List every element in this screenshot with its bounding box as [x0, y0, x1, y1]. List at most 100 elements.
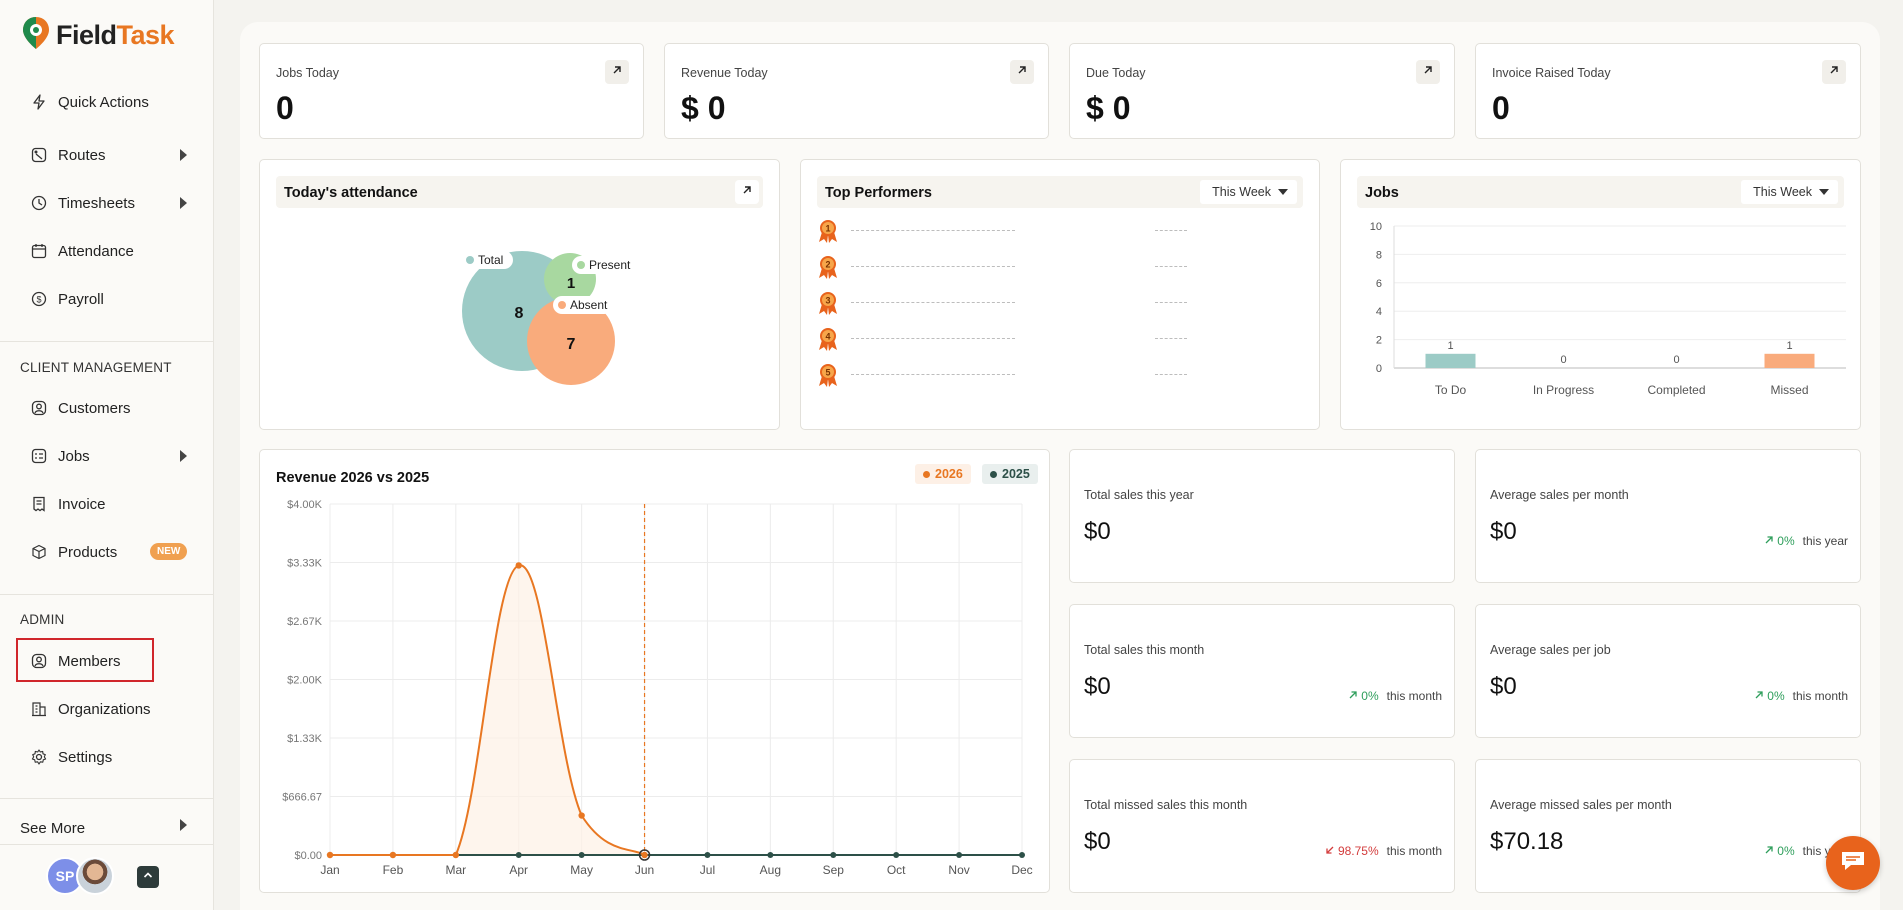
y-tick-label: 0: [1376, 363, 1382, 375]
current-month-point[interactable]: [638, 849, 651, 861]
timesheets-expand-arrow-icon[interactable]: [180, 197, 187, 209]
bar[interactable]: [1764, 353, 1815, 368]
y-tick-label: $666.67: [282, 792, 322, 804]
award-medal-icon: 1: [817, 218, 839, 249]
sidebar-item-settings[interactable]: Settings: [30, 745, 112, 769]
series-2025-point[interactable]: [515, 852, 522, 858]
svg-text:$: $: [36, 295, 41, 305]
series-2025-point[interactable]: [767, 852, 774, 858]
y-tick-label: $0.00: [294, 850, 322, 862]
jobs-expand-arrow-icon[interactable]: [180, 450, 187, 462]
x-tick-label: Sep: [823, 863, 845, 877]
performer-name-placeholder: [851, 230, 1015, 231]
performer-score-placeholder: [1155, 374, 1187, 375]
x-category-label: Completed: [1647, 383, 1705, 397]
series-2026-point[interactable]: [515, 562, 522, 569]
sidebar-item-label: Payroll: [58, 290, 104, 308]
sidebar-divider: [0, 594, 213, 595]
legend-2025[interactable]: 2025: [982, 464, 1038, 484]
series-2025-point[interactable]: [956, 852, 963, 858]
award-medal-icon: 3: [817, 290, 839, 321]
routes-expand-arrow-icon[interactable]: [180, 149, 187, 161]
trend-period: this month: [1386, 844, 1442, 858]
present-label: Present: [589, 258, 631, 272]
sidebar-item-attendance[interactable]: Attendance: [30, 239, 134, 263]
sidebar-item-timesheets[interactable]: Timesheets: [30, 191, 135, 215]
open-invoice-raised-button[interactable]: [1822, 60, 1846, 84]
open-due-today-button[interactable]: [1416, 60, 1440, 84]
sales-value: $0: [1084, 518, 1111, 545]
brand-name: FieldTask: [56, 20, 175, 50]
sales-trend: 0% this year: [1764, 534, 1848, 548]
series-2025-point[interactable]: [893, 852, 900, 858]
avatar[interactable]: SP: [46, 857, 84, 895]
user-bar: SP: [0, 844, 213, 910]
gear-icon: [30, 748, 48, 766]
present-legend-dot: [577, 261, 585, 269]
arrow-up-right-icon: [1422, 63, 1434, 81]
top-performers-period-select[interactable]: This Week: [1200, 180, 1297, 204]
sidebar-item-products[interactable]: Products: [30, 540, 117, 564]
trend-percent: 0%: [1764, 844, 1795, 858]
stat-label: Invoice Raised Today: [1492, 66, 1611, 80]
stat-card-invoice-raised-today: Invoice Raised Today 0: [1475, 43, 1861, 139]
sales-value: $0: [1084, 828, 1111, 855]
series-2025-point[interactable]: [578, 852, 585, 858]
chat-button[interactable]: [1826, 836, 1880, 890]
series-2026-point[interactable]: [641, 851, 648, 859]
present-value: 1: [567, 275, 575, 292]
series-2025-point[interactable]: [1019, 852, 1025, 858]
open-attendance-button[interactable]: [735, 180, 759, 204]
sidebar: FieldTask Quick Actions Routes Timesheet…: [0, 0, 214, 910]
series-2025-point[interactable]: [704, 852, 711, 858]
series-2026-point[interactable]: [326, 851, 334, 859]
brand-logo[interactable]: FieldTask: [22, 16, 175, 55]
sidebar-divider: [0, 341, 213, 342]
sidebar-item-jobs[interactable]: Jobs: [30, 444, 90, 468]
user-photo-avatar[interactable]: [76, 857, 114, 895]
sidebar-divider: [0, 798, 213, 799]
sidebar-item-quick-actions[interactable]: Quick Actions: [30, 90, 149, 114]
sidebar-item-customers[interactable]: Customers: [30, 396, 131, 420]
performer-rank: 4: [825, 332, 830, 342]
series-2025-point[interactable]: [830, 852, 837, 858]
series-2026-point[interactable]: [578, 812, 585, 819]
see-more-arrow-icon[interactable]: [180, 819, 187, 831]
user-menu-toggle[interactable]: [137, 866, 159, 888]
jobs-bar-chart: 0 2 4 6 8 10 1 To Do 0 In Progress 0 Completed 1 Miss…: [1370, 221, 1846, 397]
absent-bubble: [527, 297, 615, 385]
performer-name-placeholder: [851, 374, 1015, 375]
series-2026-point[interactable]: [452, 851, 460, 859]
jobs-period-select[interactable]: This Week: [1741, 180, 1838, 204]
jobs-card: Jobs This Week 0 2 4 6 8 10 1 To Do 0 In Progress…: [1340, 159, 1861, 430]
arrow-up-right-icon: [1016, 63, 1028, 81]
absent-label-pill: [553, 296, 613, 314]
performer-rank: 3: [825, 296, 830, 306]
performer-score-placeholder: [1155, 266, 1187, 267]
y-tick-label: 6: [1376, 278, 1382, 290]
see-more-button[interactable]: See More: [20, 816, 85, 840]
sales-value: $0: [1490, 673, 1517, 700]
jobs-title: Jobs: [1365, 185, 1399, 201]
sidebar-item-routes[interactable]: Routes: [30, 143, 190, 167]
x-tick-label: Jun: [635, 863, 654, 877]
y-tick-label: 8: [1376, 249, 1382, 261]
performer-row: 5: [817, 362, 1197, 388]
sidebar-item-payroll[interactable]: $ Payroll: [30, 287, 104, 311]
trend-up-icon: [1754, 689, 1764, 703]
open-jobs-today-button[interactable]: [605, 60, 629, 84]
trend-percent: 0%: [1764, 534, 1795, 548]
bar-value-label: 0: [1560, 354, 1566, 366]
stat-value: 0: [1492, 90, 1510, 126]
legend-2026[interactable]: 2026: [915, 464, 971, 484]
performer-row: 3: [817, 290, 1197, 316]
bar[interactable]: [1425, 353, 1476, 368]
series-2026-point[interactable]: [389, 851, 397, 859]
bar-value-label: 1: [1786, 340, 1792, 352]
open-revenue-today-button[interactable]: [1010, 60, 1034, 84]
sidebar-item-members[interactable]: Members: [30, 649, 121, 673]
sidebar-item-organizations[interactable]: Organizations: [30, 697, 151, 721]
invoice-icon: [30, 495, 48, 513]
sales-trend: 98.75% this month: [1325, 844, 1442, 858]
sidebar-item-invoice[interactable]: Invoice: [30, 492, 106, 516]
